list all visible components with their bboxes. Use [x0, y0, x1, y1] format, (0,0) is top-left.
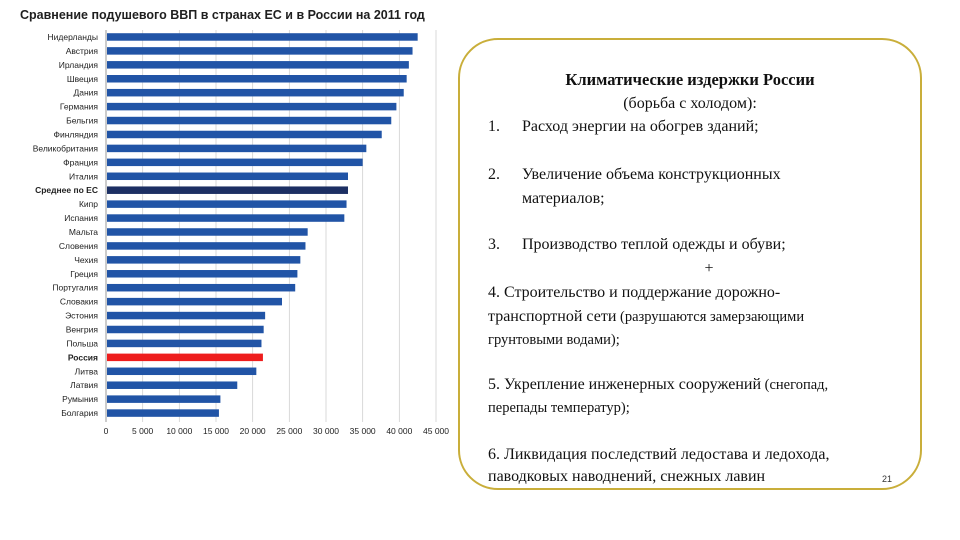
bar	[107, 61, 409, 69]
category-label: Словения	[59, 241, 99, 251]
category-label: Греция	[70, 269, 98, 279]
category-label: Дания	[73, 88, 98, 98]
bar	[107, 200, 347, 208]
category-label: Словакия	[60, 297, 99, 307]
item5-text-line1: 5. Укрепление инженерных сооружений (сне…	[488, 376, 829, 393]
item5-text-line2: перепады температур);	[488, 400, 630, 416]
bar	[107, 395, 221, 403]
category-label: Германия	[60, 102, 99, 112]
category-label: Эстония	[65, 311, 98, 321]
category-label: Латвия	[70, 380, 98, 390]
category-label: Швеция	[67, 74, 99, 84]
x-tick-label: 0	[104, 426, 109, 436]
item2-number: 2.	[488, 166, 500, 183]
bar	[107, 409, 219, 417]
category-label: Австрия	[66, 46, 99, 56]
chart-title: Сравнение подушевого ВВП в странах ЕС и …	[20, 8, 425, 22]
category-label: Финляндия	[54, 129, 99, 139]
gdp-bar-chart: 0 5 000 10 000 15 000 20 000 25 000 30 000 35 0…	[33, 30, 449, 436]
bar	[107, 381, 238, 389]
bar	[107, 367, 257, 376]
category-label: Болгария	[61, 408, 98, 418]
x-tick-label: 10 000	[166, 426, 192, 436]
bar	[107, 283, 296, 292]
item6-text-line1: 6. Ликвидация последствий ледостава и ле…	[488, 446, 830, 463]
category-label: Венгрия	[66, 324, 99, 334]
x-tick-label: 15 000	[203, 426, 229, 436]
bar	[107, 214, 345, 222]
category-label: Кипр	[79, 199, 98, 209]
x-tick-label: 5 000	[132, 426, 154, 436]
item4-text-line1: 4. Строительство и поддержание дорожно-	[488, 284, 781, 301]
chart-panel: Сравнение подушевого ВВП в странах ЕС и …	[6, 0, 454, 452]
bar	[107, 158, 363, 167]
bar	[107, 102, 397, 111]
bar	[107, 75, 407, 83]
category-label: Мальта	[69, 227, 98, 237]
item4-text-line3: грунтовыми водами);	[488, 332, 620, 348]
item3-number: 3.	[488, 236, 500, 253]
card-heading: Климатические издержки России	[565, 70, 815, 89]
item2-text-line2: материалов;	[522, 190, 605, 207]
bar	[107, 130, 382, 139]
category-label: Нидерланды	[48, 32, 98, 42]
category-label: Великобритания	[33, 143, 99, 153]
item4-text-line2: транспортной сети (разрушаются замерзающ…	[488, 308, 805, 325]
bar	[107, 311, 266, 320]
bar	[107, 339, 262, 348]
bar	[107, 297, 282, 306]
bar	[107, 228, 308, 236]
x-tick-label: 45 000	[423, 426, 449, 436]
category-label: Россия	[68, 352, 98, 362]
item1-number: 1.	[488, 118, 500, 135]
bar	[107, 172, 348, 181]
climate-costs-card: Климатические издержки России (борьба с …	[458, 38, 922, 490]
category-label: Португалия	[52, 283, 98, 293]
item3-text: Производство теплой одежды и обуви;	[522, 236, 786, 253]
item1-text: Расход энергии на обогрев зданий;	[522, 118, 759, 135]
bar	[107, 116, 392, 125]
bar	[107, 186, 348, 194]
page-number: 21	[881, 474, 892, 484]
category-label: Польша	[66, 338, 98, 348]
bar	[107, 88, 404, 97]
bar	[107, 47, 413, 55]
bar	[107, 270, 298, 278]
category-label: Румыния	[62, 394, 98, 404]
category-label: Бельгия	[66, 116, 98, 126]
item6-text-line2: паводковых наводнений, снежных лавин	[488, 468, 766, 485]
category-label: Среднее по ЕС	[35, 185, 98, 195]
category-label: Литва	[75, 366, 99, 376]
bar	[107, 242, 306, 250]
category-label: Франция	[63, 157, 98, 167]
x-tick-label: 35 000	[350, 426, 376, 436]
category-label: Испания	[64, 213, 98, 223]
category-label: Ирландия	[59, 60, 99, 70]
category-label: Чехия	[74, 255, 98, 265]
bar	[107, 256, 301, 264]
item2-text-line1: Увеличение объема конструкционных	[522, 166, 781, 183]
x-tick-label: 30 000	[313, 426, 339, 436]
bar	[107, 353, 263, 362]
card-subheading: (борьба с холодом):	[623, 95, 757, 112]
bar	[107, 144, 367, 153]
x-tick-label: 40 000	[386, 426, 412, 436]
x-tick-label: 25 000	[276, 426, 302, 436]
x-tick-label: 20 000	[240, 426, 266, 436]
category-label: Италия	[69, 171, 98, 181]
bar	[107, 33, 418, 41]
bar	[107, 325, 264, 334]
plus-sign: +	[704, 260, 714, 277]
